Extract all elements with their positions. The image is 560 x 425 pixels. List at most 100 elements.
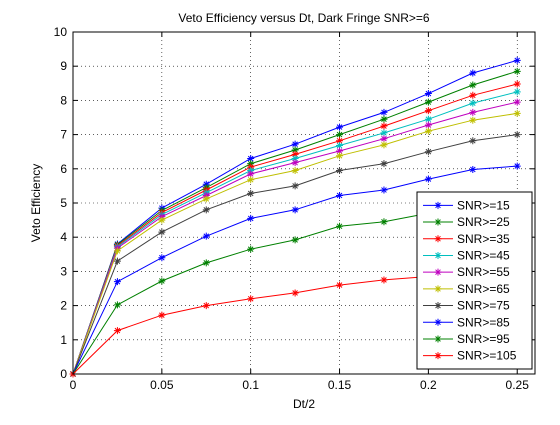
legend-item: SNR>=35 — [423, 232, 510, 246]
data-point — [336, 152, 344, 160]
data-point — [513, 67, 521, 75]
legend-item: SNR>=75 — [423, 299, 510, 313]
data-point — [513, 88, 521, 96]
x-tick-label: 0.25 — [506, 378, 530, 392]
data-point — [247, 170, 255, 178]
x-tick-label: 0.15 — [328, 378, 352, 392]
y-tick-label: 4 — [60, 230, 67, 244]
y-tick-label: 1 — [60, 333, 67, 347]
series-snr-85 — [69, 162, 521, 378]
data-point — [113, 247, 121, 255]
data-point — [336, 123, 344, 131]
data-point — [113, 257, 121, 265]
legend-label: SNR>=85 — [457, 315, 510, 329]
data-point — [380, 135, 388, 143]
data-point — [380, 218, 388, 226]
data-point — [513, 109, 521, 117]
data-point — [469, 91, 477, 99]
data-point — [113, 278, 121, 286]
data-point — [202, 259, 210, 267]
data-point — [247, 295, 255, 303]
legend-item: SNR>=105 — [423, 349, 517, 363]
data-point — [380, 276, 388, 284]
data-point — [291, 150, 299, 158]
y-tick-label: 9 — [60, 59, 67, 73]
legend-box — [416, 191, 533, 370]
data-point — [291, 155, 299, 163]
data-point — [380, 160, 388, 168]
data-point — [158, 216, 166, 224]
legend-item: SNR>=95 — [423, 332, 510, 346]
data-point — [247, 189, 255, 197]
data-point — [513, 131, 521, 139]
data-point — [513, 80, 521, 88]
y-tick-label: 10 — [54, 25, 68, 39]
data-point — [336, 137, 344, 145]
x-tick-label: 0.05 — [150, 378, 174, 392]
x-axis-title: Dt/2 — [293, 397, 315, 411]
data-point — [434, 201, 442, 209]
data-point — [469, 81, 477, 89]
legend-label: SNR>=105 — [457, 349, 517, 363]
y-tick-label: 7 — [60, 128, 67, 142]
data-point — [469, 165, 477, 173]
data-point — [513, 98, 521, 106]
data-point — [158, 311, 166, 319]
x-tick-label: 0.1 — [242, 378, 259, 392]
data-point — [291, 159, 299, 167]
y-tick-label: 8 — [60, 93, 67, 107]
data-point — [513, 162, 521, 170]
data-point — [291, 146, 299, 154]
data-point — [113, 301, 121, 309]
x-tick-label: 0 — [70, 378, 77, 392]
data-point — [158, 228, 166, 236]
data-point — [247, 176, 255, 184]
data-point — [336, 167, 344, 175]
data-point — [380, 115, 388, 123]
data-point — [434, 251, 442, 259]
data-point — [247, 245, 255, 253]
legend-label: SNR>=15 — [457, 198, 510, 212]
data-point — [247, 155, 255, 163]
data-point — [202, 302, 210, 310]
data-point — [434, 318, 442, 326]
data-point — [113, 327, 121, 335]
data-point — [291, 289, 299, 297]
data-point — [336, 222, 344, 230]
legend-item: SNR>=55 — [423, 265, 510, 279]
legend-item: SNR>=45 — [423, 248, 510, 262]
legend-label: SNR>=65 — [457, 282, 510, 296]
data-point — [469, 137, 477, 145]
ticks: 0 0.05 0.1 0.15 0.2 0.25 0 1 2 3 4 5 6 7 8 9 10 — [54, 25, 535, 392]
y-axis-title: Veto Efficiency — [29, 164, 43, 243]
data-point — [291, 206, 299, 214]
legend: SNR>=15 SNR>=25 SNR>=35 SNR>=45 SNR>=55 SNR>=… — [416, 191, 533, 370]
data-point — [291, 236, 299, 244]
y-tick-label: 0 — [60, 367, 67, 381]
legend-label: SNR>=45 — [457, 248, 510, 262]
data-point — [424, 148, 432, 156]
data-point — [434, 352, 442, 360]
data-point — [424, 175, 432, 183]
data-point — [424, 90, 432, 98]
data-point — [424, 107, 432, 115]
data-point — [291, 182, 299, 190]
data-point — [336, 281, 344, 289]
data-point — [434, 235, 442, 243]
data-point — [158, 254, 166, 262]
data-point — [336, 142, 344, 150]
data-point — [202, 206, 210, 214]
data-point — [424, 121, 432, 129]
data-point — [291, 140, 299, 148]
data-point — [336, 131, 344, 139]
x-tick-label: 0.2 — [420, 378, 437, 392]
data-point — [291, 167, 299, 175]
legend-label: SNR>=55 — [457, 265, 510, 279]
data-point — [513, 56, 521, 64]
data-point — [380, 122, 388, 130]
data-point — [434, 218, 442, 226]
data-point — [469, 108, 477, 116]
y-tick-label: 2 — [60, 299, 67, 313]
